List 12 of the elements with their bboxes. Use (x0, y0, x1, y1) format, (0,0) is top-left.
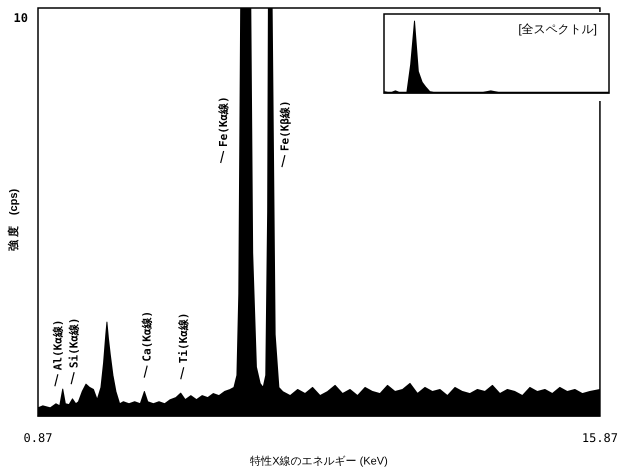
annotation: Si(Kα線) (68, 317, 81, 368)
annotation: Ti(Kα線) (177, 312, 190, 364)
text: 10 (14, 11, 28, 25)
annotation: Fe(Kβ線) (278, 100, 292, 152)
y-axis-title: 強 度 (cps) (7, 188, 20, 252)
annotation: Al(Kα線) (51, 319, 64, 370)
x-tick-label: 0.87 (24, 431, 52, 445)
annotation: Ca(Kα線) (140, 310, 154, 362)
chart-title: [全スペクトル] (518, 22, 598, 36)
annotation: Fe(Kα線) (217, 96, 230, 148)
x-axis-title: 特性X線のエネルギー (KeV) (250, 456, 388, 468)
x-tick-label: 15.87 (582, 431, 618, 445)
